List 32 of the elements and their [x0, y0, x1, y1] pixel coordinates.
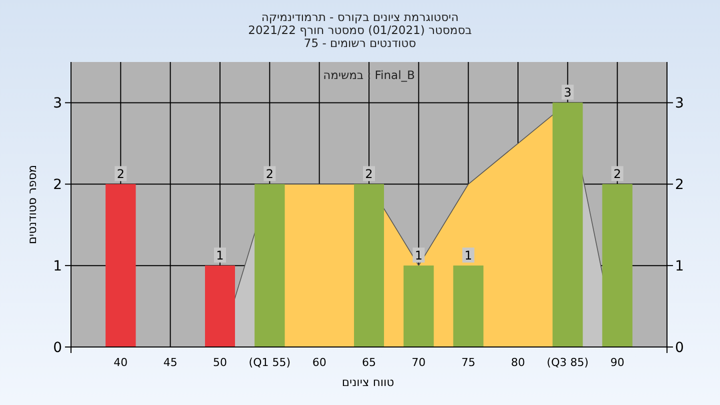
- data-label: 2: [266, 167, 274, 182]
- x-tick-label: (Q3 85): [546, 356, 589, 369]
- y2-tick-label: 3: [675, 96, 684, 112]
- data-label: 2: [116, 167, 124, 182]
- x-tick-label: 90: [610, 356, 624, 369]
- data-label: 2: [614, 167, 622, 182]
- chart-title: היסטוגרמת ציונים בקורס - תרמודינמיקה: [261, 10, 459, 24]
- y-tick-label: 3: [53, 96, 62, 112]
- x-tick-label: 40: [114, 356, 128, 369]
- y-tick-label: 1: [53, 258, 62, 275]
- data-label: 3: [564, 86, 572, 100]
- x-tick-label: 80: [511, 356, 525, 369]
- x-tick-label: 50: [213, 356, 227, 369]
- data-label: 1: [464, 248, 472, 263]
- data-label: 1: [216, 248, 224, 263]
- y2-tick-label: 2: [675, 177, 684, 194]
- annotation: במשימה : Final_B: [323, 68, 416, 82]
- y2-tick-label: 1: [675, 258, 684, 275]
- chart-subtitle: בסמסטר (01/2021) סמסטר חורף 2021/22 סטודנטים רשומים - 75: [248, 23, 472, 50]
- y2-tick-label: 0: [675, 340, 684, 356]
- y-tick-label: 2: [53, 177, 62, 194]
- x-tick-label: 65: [362, 356, 376, 369]
- data-label: 2: [365, 167, 373, 182]
- x-axis-title: טווח ציונים: [342, 375, 394, 389]
- y-tick-label: 0: [53, 340, 62, 356]
- y-axis-title: מספר סטודנטים: [25, 164, 39, 244]
- x-tick-label: 70: [412, 356, 426, 369]
- x-tick-label: 45: [163, 356, 178, 369]
- x-tick-label: 60: [312, 356, 326, 369]
- x-tick-label: 75: [461, 356, 476, 369]
- x-tick-label: (Q1 55): [248, 356, 291, 369]
- data-label: 1: [414, 248, 422, 263]
